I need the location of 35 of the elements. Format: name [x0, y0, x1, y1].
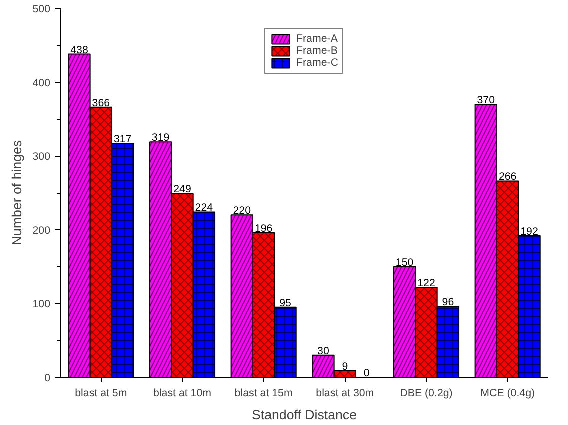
x-tick-label: blast at 5m [75, 388, 128, 400]
legend-label: Frame-B [296, 45, 338, 57]
data-label: 30 [318, 345, 330, 358]
data-label: 249 [174, 184, 192, 196]
data-label: 9 [342, 360, 348, 373]
y-tick-label: 300 [32, 151, 51, 164]
data-label: 220 [233, 205, 252, 218]
data-label: 317 [114, 134, 132, 146]
y-tick-label: 200 [32, 224, 51, 237]
legend-label: Frame-A [296, 33, 338, 45]
data-label: 224 [195, 202, 214, 214]
y-tick-label: 500 [32, 4, 51, 16]
x-axis-title: Standoff Distance [252, 408, 357, 422]
y-tick-label: 0 [44, 372, 51, 384]
data-label: 319 [152, 132, 170, 144]
data-label: 95 [280, 297, 292, 310]
x-tick-label: MCE (0.4g) [480, 388, 536, 400]
y-tick-label: 100 [32, 298, 51, 311]
y-tick-label: 400 [32, 77, 51, 90]
x-tick-label: blast at 15m [234, 388, 293, 400]
data-label: 96 [442, 296, 454, 309]
data-label: 266 [498, 171, 517, 184]
data-label: 370 [477, 94, 496, 106]
data-label: 366 [92, 97, 110, 110]
legend-label: Frame-C [296, 57, 339, 69]
data-label: 196 [254, 222, 273, 235]
data-label: 122 [418, 277, 436, 290]
x-tick-label: blast at 10m [153, 388, 212, 400]
x-tick-label: blast at 30m [316, 388, 374, 400]
data-label: 192 [520, 226, 538, 238]
data-label: 0 [364, 368, 370, 380]
y-axis-title: Number of hinges [10, 140, 25, 246]
x-tick-label: DBE (0.2g) [400, 388, 453, 400]
data-label: 150 [396, 256, 414, 269]
data-label: 438 [70, 44, 88, 56]
